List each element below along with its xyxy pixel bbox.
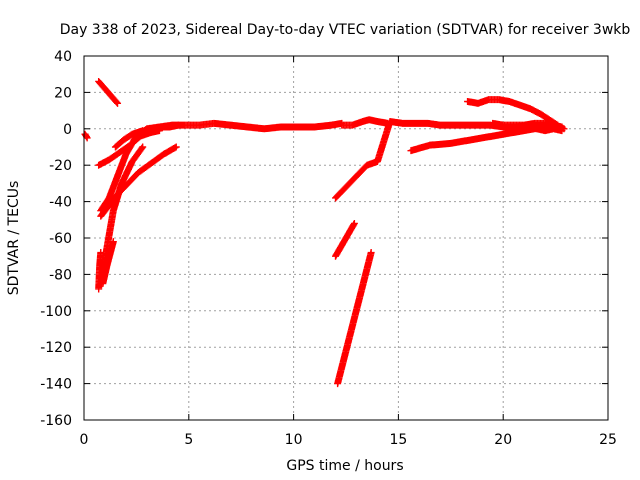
data-point-markers bbox=[95, 249, 105, 293]
data-point-markers bbox=[338, 116, 392, 129]
y-tick-label: 20 bbox=[54, 85, 72, 101]
data-point-markers bbox=[97, 143, 180, 220]
data-point-markers bbox=[99, 238, 117, 287]
series-track-a bbox=[81, 130, 91, 142]
y-axis-label: SDTVAR / TECUs bbox=[6, 181, 22, 296]
x-tick-label: 10 bbox=[285, 432, 303, 448]
x-tick-label: 5 bbox=[184, 432, 193, 448]
axis-ticks: 0 5 10 15 20 25 40 20 0 -20 -40 -60 -80 -100 -120 -140 -… bbox=[40, 49, 617, 448]
data-point-markers bbox=[95, 127, 163, 169]
data-point-markers bbox=[81, 130, 91, 142]
data-point-markers bbox=[334, 249, 375, 388]
x-tick-label: 15 bbox=[389, 432, 407, 448]
data-point-markers bbox=[489, 119, 568, 133]
y-tick-label: 40 bbox=[54, 49, 72, 65]
series-track-d bbox=[95, 127, 163, 169]
y-tick-label: -40 bbox=[49, 195, 72, 211]
series-track-r bbox=[533, 125, 566, 135]
x-axis-label: GPS time / hours bbox=[286, 458, 403, 474]
series-track-g bbox=[95, 249, 105, 293]
x-tick-label: 20 bbox=[494, 432, 512, 448]
data-point-markers bbox=[153, 121, 182, 133]
data-point-markers bbox=[464, 96, 562, 129]
series-track-j bbox=[153, 121, 182, 133]
data-point-markers bbox=[533, 125, 566, 135]
x-tick-label: 0 bbox=[80, 432, 89, 448]
y-tick-label: 0 bbox=[63, 122, 72, 138]
x-tick-label: 25 bbox=[599, 432, 617, 448]
series-track-i bbox=[111, 127, 147, 151]
y-tick-label: -20 bbox=[49, 158, 72, 174]
data-point-markers bbox=[332, 219, 358, 260]
chart-title: Day 338 of 2023, Sidereal Day-to-day VTE… bbox=[60, 22, 631, 38]
y-tick-label: -80 bbox=[49, 267, 72, 283]
y-tick-label: -100 bbox=[40, 304, 72, 320]
series-track-p bbox=[464, 96, 562, 129]
series-track-l bbox=[338, 116, 392, 129]
data-points bbox=[81, 77, 568, 388]
y-tick-label: -160 bbox=[40, 413, 72, 429]
series-track-h bbox=[99, 238, 117, 287]
series-track-b bbox=[95, 77, 122, 107]
series-track-m bbox=[332, 219, 358, 260]
data-point-markers bbox=[111, 127, 147, 151]
series-track-n bbox=[334, 249, 375, 388]
y-tick-label: -120 bbox=[40, 340, 72, 356]
series-track-f bbox=[97, 143, 180, 220]
series-track-q bbox=[489, 119, 568, 133]
y-tick-label: -60 bbox=[49, 231, 72, 247]
y-tick-label: -140 bbox=[40, 377, 72, 393]
data-point-markers bbox=[95, 77, 122, 107]
